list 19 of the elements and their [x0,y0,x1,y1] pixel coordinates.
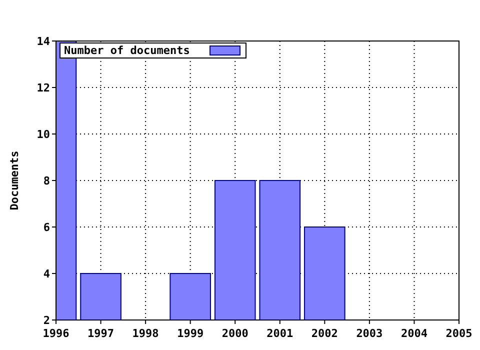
y-tick-label: 8 [43,174,50,188]
x-tick-label: 2005 [446,327,472,340]
x-tick-label: 1996 [42,327,70,340]
y-tick-label: 6 [43,221,50,234]
y-tick-label: 4 [43,268,50,280]
x-tick-label: 1998 [132,327,159,340]
legend-label: Number of documents [64,44,190,57]
x-tick-label: 2000 [222,327,248,340]
y-tick-label: 2 [43,314,50,327]
x-tick-label: 2003 [356,327,383,340]
x-tick-label: 2004 [400,327,428,340]
y-tick-label: 14 [36,35,50,48]
x-tick-label: 2002 [311,327,338,340]
y-tick-label: 12 [36,82,50,94]
x-tick-label: 2001 [266,327,294,340]
y-axis-title: Documents [8,150,21,210]
x-tick-label: 1999 [177,327,204,340]
y-tick-label: 10 [36,128,50,141]
x-tick-label: 1997 [88,327,114,340]
